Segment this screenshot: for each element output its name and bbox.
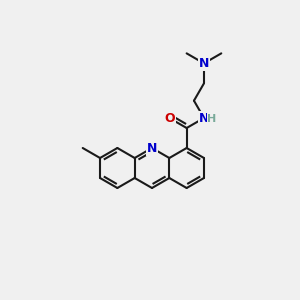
Text: H: H bbox=[207, 114, 217, 124]
Text: N: N bbox=[147, 142, 157, 154]
Text: N: N bbox=[199, 57, 209, 70]
Text: N: N bbox=[199, 112, 209, 124]
Text: O: O bbox=[164, 112, 175, 124]
